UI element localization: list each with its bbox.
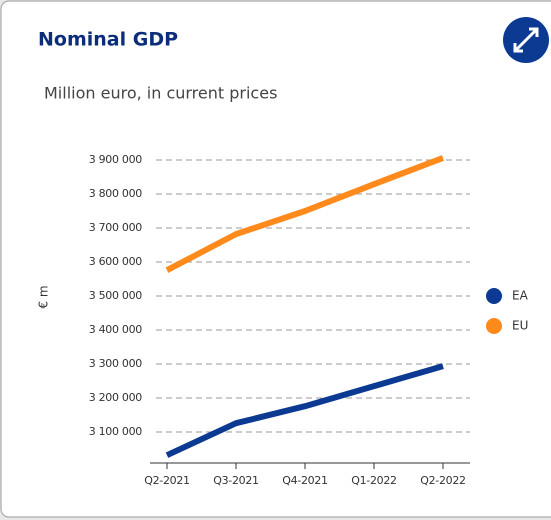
chart-title: Nominal GDP: [38, 29, 178, 51]
y-tick-label: 3 900 000: [89, 153, 143, 166]
series-line: [165, 363, 444, 458]
x-tick-label: Q4-2021: [282, 474, 328, 487]
x-tick-label: Q2-2021: [144, 474, 190, 487]
series-line: [165, 155, 445, 273]
x-tick-label: Q3-2021: [213, 474, 259, 487]
legend-label: EU: [512, 319, 528, 333]
y-axis-label: € m: [37, 285, 51, 308]
y-tick-label: 3 400 000: [89, 323, 143, 336]
y-tick-label: 3 200 000: [89, 391, 143, 404]
expand-button[interactable]: [503, 17, 549, 63]
y-tick-label: 3 700 000: [89, 221, 143, 234]
y-tick-label: 3 300 000: [89, 357, 143, 370]
x-tick-label: Q1-2022: [351, 474, 397, 487]
legend-label: EA: [512, 289, 529, 303]
y-tick-label: 3 500 000: [89, 289, 143, 302]
chart-subtitle: Million euro, in current prices: [44, 84, 277, 103]
x-tick-label: Q2-2022: [420, 474, 466, 487]
legend-marker: [486, 288, 502, 304]
legend-marker: [486, 318, 502, 334]
y-tick-label: 3 100 000: [89, 425, 143, 438]
y-tick-label: 3 600 000: [89, 255, 143, 268]
y-tick-label: 3 800 000: [89, 187, 143, 200]
